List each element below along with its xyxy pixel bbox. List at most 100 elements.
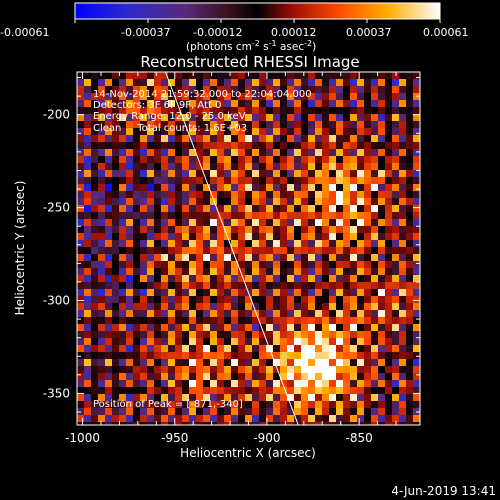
heatmap-cell [217, 394, 225, 402]
heatmap-cell [406, 114, 414, 122]
heatmap-cell [238, 373, 246, 381]
heatmap-cell [84, 240, 92, 248]
heatmap-cell [322, 373, 330, 381]
heatmap-cell [98, 142, 106, 150]
heatmap-cell [364, 121, 372, 129]
heatmap-cell [399, 380, 407, 388]
heatmap-cell [126, 93, 134, 101]
heatmap-cell [315, 156, 323, 164]
heatmap-cell [147, 177, 155, 185]
heatmap-cell [385, 380, 393, 388]
heatmap-cell [133, 296, 141, 304]
heatmap-cell [322, 380, 330, 388]
heatmap-cell [357, 163, 365, 171]
heatmap-cell [336, 121, 344, 129]
heatmap-cell [294, 380, 302, 388]
heatmap-cell [161, 373, 169, 381]
annotation-time-range: 14-Nov-2014 21:59:32.000 to 22:04:04.000 [93, 89, 312, 100]
heatmap-cell [350, 128, 358, 136]
heatmap-cell [399, 212, 407, 220]
heatmap-cell [126, 408, 134, 416]
heatmap-cell [231, 205, 239, 213]
heatmap-cell [98, 177, 106, 185]
heatmap-cell [154, 100, 162, 108]
heatmap-cell [161, 387, 169, 395]
heatmap-cell [245, 205, 253, 213]
heatmap-cell [161, 149, 169, 157]
heatmap-cell [126, 289, 134, 297]
heatmap-cell [315, 331, 323, 339]
heatmap-cell [224, 359, 232, 367]
heatmap-cell [406, 317, 414, 325]
heatmap-cell [259, 275, 267, 283]
heatmap-cell [399, 394, 407, 402]
heatmap-cell [224, 93, 232, 101]
heatmap-cell [329, 149, 337, 157]
heatmap-cell [154, 184, 162, 192]
heatmap-cell [203, 184, 211, 192]
heatmap-cell [140, 205, 148, 213]
heatmap-cell [189, 128, 197, 136]
heatmap-cell [385, 163, 393, 171]
heatmap-cell [273, 212, 281, 220]
heatmap-cell [343, 142, 351, 150]
heatmap-cell [217, 408, 225, 416]
heatmap-cell [210, 359, 218, 367]
heatmap-cell [189, 121, 197, 129]
heatmap-cell [168, 191, 176, 199]
heatmap-cell [329, 184, 337, 192]
heatmap-cell [119, 163, 127, 171]
heatmap-cell [378, 184, 386, 192]
heatmap-cell [147, 219, 155, 227]
heatmap-cell [329, 170, 337, 178]
heatmap-cell [182, 128, 190, 136]
heatmap-cell [371, 345, 379, 353]
heatmap-cell [154, 114, 162, 122]
heatmap-cell [154, 177, 162, 185]
heatmap-cell [140, 373, 148, 381]
heatmap-cell [91, 331, 99, 339]
heatmap-cell [259, 86, 267, 94]
y-tick-label: -250 [43, 201, 70, 215]
heatmap-cell [413, 303, 420, 311]
heatmap-cell [385, 191, 393, 199]
heatmap-cell [77, 261, 85, 269]
heatmap-cell [196, 247, 204, 255]
heatmap-cell [406, 296, 414, 304]
heatmap-cell [413, 100, 420, 108]
heatmap-cell [210, 268, 218, 276]
heatmap-cell [252, 366, 260, 374]
heatmap-cell [98, 226, 106, 234]
heatmap-cell [336, 93, 344, 101]
heatmap-cell [336, 303, 344, 311]
heatmap-cell [266, 163, 274, 171]
heatmap-cell [392, 79, 400, 87]
x-tick-label: -1000 [65, 431, 100, 445]
heatmap-cell [84, 366, 92, 374]
heatmap-cell [252, 254, 260, 262]
heatmap-cell [385, 142, 393, 150]
heatmap-cell [91, 240, 99, 248]
heatmap-cell [217, 240, 225, 248]
heatmap-cell [392, 205, 400, 213]
heatmap-cell [126, 275, 134, 283]
heatmap-cell [231, 268, 239, 276]
heatmap-cell [371, 373, 379, 381]
heatmap-cell [329, 93, 337, 101]
heatmap-cell [273, 359, 281, 367]
heatmap-cell [336, 317, 344, 325]
heatmap-cell [385, 240, 393, 248]
heatmap-cell [364, 72, 372, 80]
heatmap-cell [406, 338, 414, 346]
heatmap-cell [413, 338, 420, 346]
heatmap-cell [322, 219, 330, 227]
heatmap-cell [196, 345, 204, 353]
heatmap-cell [315, 289, 323, 297]
heatmap-cell [210, 156, 218, 164]
heatmap-cell [399, 366, 407, 374]
heatmap-cell [301, 247, 309, 255]
heatmap-cell [406, 128, 414, 136]
heatmap-cell [259, 233, 267, 241]
heatmap-cell [294, 149, 302, 157]
heatmap-cell [231, 366, 239, 374]
